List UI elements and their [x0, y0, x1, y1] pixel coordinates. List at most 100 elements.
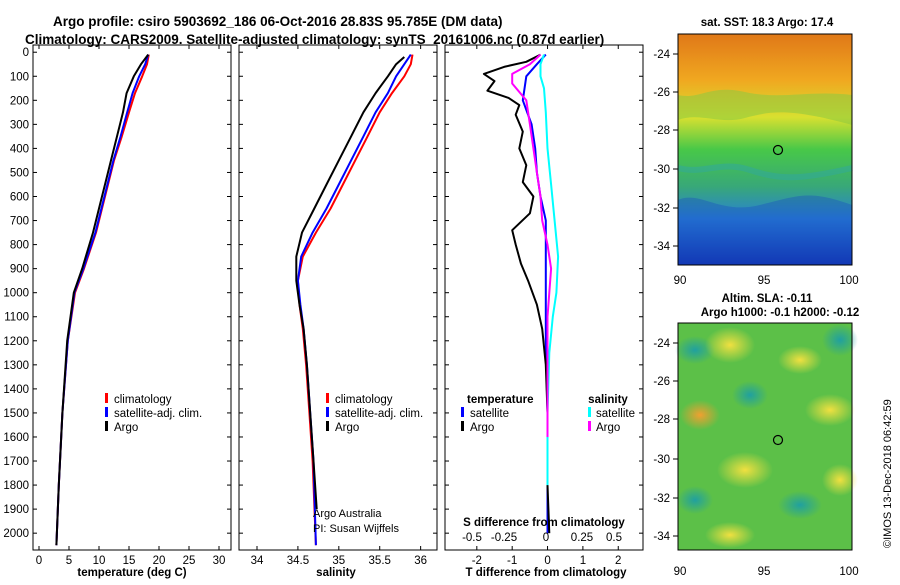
legend-swatch-satellite — [326, 407, 329, 417]
lat-tick-label: -34 — [653, 241, 670, 253]
legend-swatch-climatology — [326, 393, 329, 403]
x-tick-label: 35 — [332, 555, 345, 567]
lat-tick-label: -24 — [653, 49, 670, 61]
imos-timestamp: ©IMOS 13-Dec-2018 06:42:59 — [882, 399, 894, 548]
depth-tick-label: 900 — [10, 264, 29, 276]
legend-label-sal-satellite: satellite — [596, 408, 635, 420]
lat-tick-label: -26 — [653, 87, 670, 99]
temperature-legend: climatology satellite-adj. clim. Argo — [105, 393, 202, 434]
sst-front — [677, 163, 853, 181]
legend-label-sal-argo: Argo — [596, 422, 620, 434]
argo-position-marker — [772, 144, 784, 156]
legend-label-argo: Argo — [335, 422, 359, 434]
salinity-x-tick-labels: 34 34.5 35 35.5 36 — [251, 555, 427, 567]
legend-label-temp-satellite: satellite — [470, 408, 509, 420]
sst-map: sat. SST: 18.3 Argo: 17.4 -24 -26 -28 -30 -3… — [653, 17, 858, 287]
x-tick-label: 0 — [544, 555, 550, 567]
sst-map-image — [678, 34, 852, 265]
x-tick-label: 34 — [251, 555, 264, 567]
depth-tick-label: 300 — [10, 119, 29, 131]
lat-tick-label: -30 — [653, 454, 670, 466]
difference-salinity-satellite-line — [539, 54, 560, 486]
sla-blob — [778, 491, 822, 519]
salinity-legend: climatology satellite-adj. clim. Argo — [326, 393, 423, 434]
depth-tick-label: 1000 — [3, 288, 29, 300]
temperature-x-tick-labels: 0 5 10 15 20 25 30 — [36, 555, 226, 567]
sla-map: Altim. SLA: -0.11 Argo h1000: -0.1 h2000… — [653, 293, 859, 578]
sst-warm-band — [678, 89, 852, 125]
salinity-difference-tick-labels: -0.5 -0.25 0 0.25 0.5 — [462, 532, 622, 544]
legend-swatch-argo — [326, 421, 329, 431]
x-tick-label: 15 — [123, 555, 136, 567]
lon-tick-label: 95 — [758, 566, 771, 578]
depth-tick-label: 1600 — [3, 432, 29, 444]
legend-swatch-temp-satellite — [461, 407, 464, 417]
legend-label-climatology: climatology — [114, 394, 172, 406]
temperature-climatology-line — [55, 54, 150, 546]
depth-tick-label: 2000 — [3, 528, 29, 540]
legend-swatch-sal-argo — [588, 421, 591, 431]
x-tick-label: -1 — [507, 555, 517, 567]
sla-blob — [822, 464, 858, 496]
sla-blob — [717, 452, 773, 488]
legend-label-satellite: satellite-adj. clim. — [335, 408, 423, 420]
x-tick-label: 35.5 — [369, 555, 391, 567]
depth-tick-label: 1500 — [3, 408, 29, 420]
lat-tick-label: -28 — [653, 125, 670, 137]
sla-blob — [778, 346, 822, 374]
x-tick-label: 34.5 — [287, 555, 309, 567]
temperature-argo-line — [55, 53, 149, 546]
depth-tick-label: 600 — [10, 192, 29, 204]
depth-tick-label: 1400 — [3, 384, 29, 396]
difference-temperature-satellite-line — [521, 53, 549, 534]
credit-line1: Argo Australia — [313, 508, 382, 520]
salinity-argo-line — [295, 56, 405, 510]
legend-head-salinity: salinity — [588, 394, 628, 406]
sla-blob — [732, 381, 768, 409]
s-diff-tick-label: 0 — [543, 532, 549, 544]
depth-tick-label: 800 — [10, 240, 29, 252]
difference-panel: -2 -1 0 1 2 -0.5 -0.25 0 0.25 0.5 S difference f… — [444, 44, 644, 579]
sst-cool-band — [678, 195, 852, 265]
temperature-x-axis-label: temperature (deg C) — [77, 567, 186, 579]
x-tick-label: 36 — [414, 555, 427, 567]
lat-tick-label: -32 — [653, 493, 670, 505]
lon-tick-label: 90 — [674, 275, 687, 287]
x-tick-label: 30 — [213, 555, 226, 567]
temperature-plot-frame — [32, 44, 232, 551]
depth-tick-label: 1300 — [3, 360, 29, 372]
sla-lon-tick-labels: 90 95 100 — [674, 566, 859, 578]
depth-tick-label: 200 — [10, 95, 29, 107]
x-tick-label: -2 — [472, 555, 482, 567]
temperature-satellite-adj-clim--line — [55, 54, 150, 546]
salinity-x-axis-label: salinity — [316, 567, 356, 579]
sla-blob — [677, 486, 713, 514]
x-tick-label: 1 — [580, 555, 586, 567]
sst-map-title: sat. SST: 18.3 Argo: 17.4 — [701, 17, 834, 29]
sla-blob — [705, 522, 755, 548]
lon-tick-label: 90 — [674, 566, 687, 578]
depth-tick-label: 100 — [10, 71, 29, 83]
lat-tick-label: -26 — [653, 376, 670, 388]
depth-tick-label: 1700 — [3, 456, 29, 468]
sst-lon-tick-labels: 90 95 100 — [674, 275, 859, 287]
s-diff-tick-label: 0.5 — [606, 532, 622, 544]
x-tick-label: 25 — [183, 555, 196, 567]
legend-swatch-satellite — [105, 407, 108, 417]
lat-tick-label: -30 — [653, 164, 670, 176]
s-diff-tick-label: -0.25 — [491, 532, 517, 544]
depth-tick-label: 1100 — [4, 312, 29, 324]
temperature-panel: 0 5 10 15 20 25 30 temperature (deg C) climato… — [32, 44, 232, 579]
legend-label-temp-argo: Argo — [470, 422, 494, 434]
credit-line2: PI: Susan Wijffels — [313, 523, 399, 535]
lon-tick-label: 95 — [758, 275, 771, 287]
lat-tick-label: -34 — [653, 531, 670, 543]
figure-title-line1: Argo profile: csiro 5903692_186 06-Oct-2… — [53, 14, 502, 29]
argo-position-marker — [772, 434, 784, 446]
difference-salinity-argo-line — [511, 53, 553, 437]
depth-tick-label: 1200 — [3, 336, 29, 348]
depth-axis-labels: 0 100 200 300 400 500 600 700 800 900 1000 1100 1200… — [3, 47, 29, 540]
legend-label-argo: Argo — [114, 422, 138, 434]
